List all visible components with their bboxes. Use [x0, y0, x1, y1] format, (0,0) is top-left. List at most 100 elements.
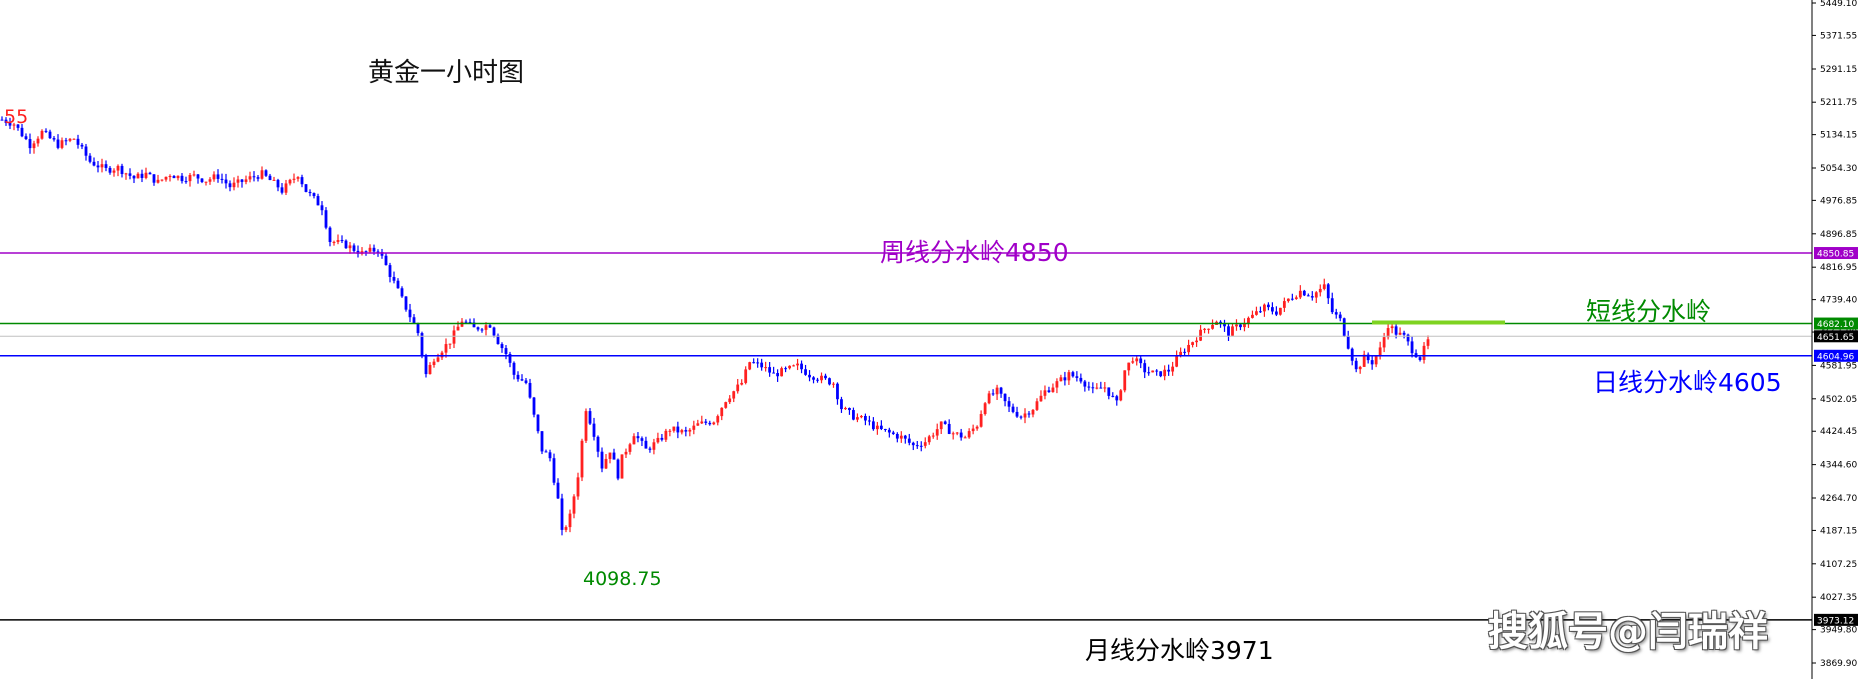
candle-body	[1003, 393, 1007, 402]
candle-body	[1406, 334, 1410, 342]
candle-body	[48, 131, 52, 139]
candle-body	[1195, 340, 1198, 343]
candle-body	[1175, 356, 1179, 367]
axis-tick-label: 3949.80	[1820, 626, 1857, 636]
candle-body	[748, 362, 752, 370]
candle-body	[572, 496, 576, 514]
candle-body	[160, 179, 164, 181]
candle-body	[504, 348, 508, 354]
chart-title: 黄金一小时图	[368, 58, 525, 88]
candle-body	[1087, 386, 1091, 388]
candle-body	[947, 423, 951, 434]
candle-body	[140, 173, 144, 178]
candle-body	[979, 414, 983, 427]
daily-level-label: 日线分水岭4605	[1593, 368, 1782, 397]
candle-body	[856, 417, 859, 420]
candle-body	[432, 361, 436, 366]
candle-body	[584, 411, 588, 441]
candle-body	[696, 423, 700, 426]
candle-body	[680, 430, 684, 433]
candle-body	[1111, 395, 1115, 397]
candle-body	[943, 421, 947, 424]
candle-body	[895, 433, 899, 439]
candle-body	[12, 124, 16, 126]
candle-body	[148, 172, 152, 175]
candle-body	[1358, 366, 1362, 370]
candle-body	[832, 383, 835, 385]
candle-body	[915, 445, 919, 447]
candle-body	[476, 327, 480, 330]
candle-body	[1135, 358, 1139, 362]
candle-body	[1231, 326, 1234, 336]
candle-body	[760, 362, 764, 368]
axis-tick-label: 5449.10	[1820, 0, 1857, 9]
low-label: 4098.75	[583, 568, 662, 590]
candle-body	[1043, 390, 1047, 396]
axis-tick-label: 4976.85	[1820, 196, 1857, 206]
candle-body	[528, 382, 532, 398]
candle-body	[1366, 354, 1370, 361]
candle-body	[24, 136, 28, 140]
candle-body	[967, 431, 971, 438]
candle-body	[576, 477, 580, 497]
candle-body	[1402, 332, 1406, 335]
candle-body	[588, 411, 592, 424]
candle-body	[100, 164, 104, 168]
candle-body	[524, 380, 528, 383]
candle-body	[464, 321, 468, 323]
candle-body	[16, 124, 20, 128]
candle-body	[232, 182, 236, 188]
candle-body	[592, 423, 596, 437]
candle-body	[736, 384, 740, 392]
candle-body	[308, 191, 312, 194]
candle-body	[380, 252, 384, 256]
candle-body	[340, 240, 344, 242]
axis-level-tag	[1814, 349, 1858, 362]
candle-body	[652, 442, 656, 450]
candle-body	[1187, 344, 1191, 353]
candle-body	[604, 458, 608, 469]
candle-body	[740, 382, 744, 385]
candle-body	[312, 193, 316, 197]
candle-body	[400, 288, 404, 297]
candle-body	[656, 437, 660, 443]
candle-body	[1159, 371, 1163, 377]
candle-body	[959, 432, 963, 438]
candle-body	[532, 397, 536, 415]
candle-body	[776, 373, 780, 377]
candle-body	[276, 179, 280, 188]
candle-body	[1426, 339, 1430, 346]
candle-body	[1410, 341, 1414, 354]
candle-body	[883, 428, 887, 430]
candle-body	[96, 165, 100, 168]
candle-body	[608, 452, 612, 459]
candle-body	[128, 173, 132, 176]
candle-body	[448, 343, 452, 345]
candle-body	[1091, 387, 1095, 389]
candle-body	[4, 119, 8, 123]
candle-body	[899, 435, 903, 439]
candle-body	[852, 410, 855, 420]
axis-level-tag-text: 4651.65	[1817, 333, 1854, 343]
candle-body	[1131, 361, 1135, 363]
short-level-label: 短线分水岭	[1586, 297, 1712, 326]
candle-body	[88, 155, 92, 162]
candle-body	[1239, 324, 1242, 328]
candle-body	[412, 317, 416, 324]
candle-body	[788, 365, 791, 369]
candle-body	[56, 139, 60, 148]
candle-body	[728, 398, 732, 403]
candle-body	[500, 344, 504, 349]
candle-body	[424, 355, 428, 375]
candle-body	[1267, 304, 1270, 308]
candle-body	[1047, 390, 1051, 393]
candle-body	[995, 387, 999, 395]
axis-tick-label: 4739.40	[1820, 296, 1857, 306]
candle-body	[1119, 390, 1123, 401]
candle-body	[368, 247, 372, 252]
candle-body	[1310, 296, 1314, 298]
candle-body	[184, 181, 188, 183]
candle-body	[1211, 324, 1214, 329]
candle-body	[1223, 323, 1226, 327]
